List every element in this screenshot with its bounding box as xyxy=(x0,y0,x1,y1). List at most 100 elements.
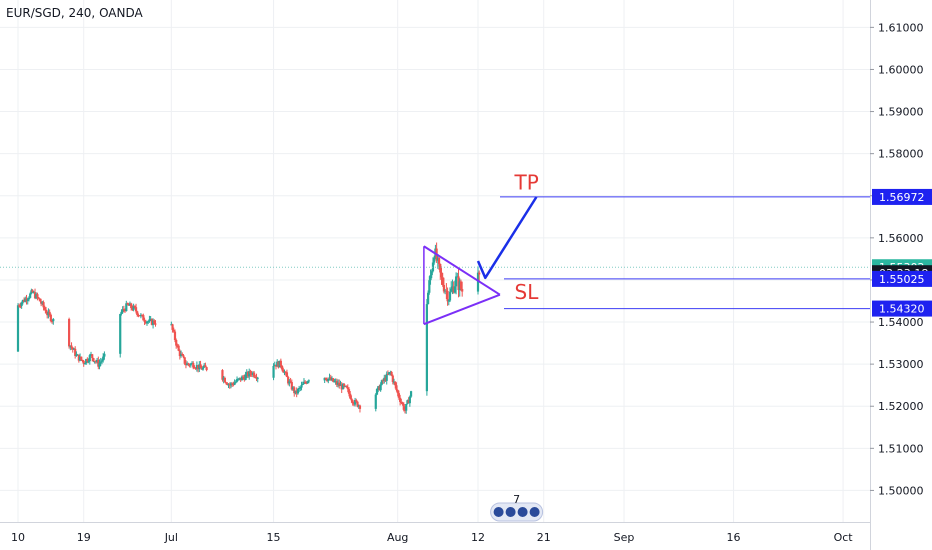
candle-body xyxy=(273,364,276,366)
candle-body xyxy=(40,301,43,304)
candle-body xyxy=(182,355,185,358)
candle-body xyxy=(248,371,251,377)
triangle-lower-trendline xyxy=(423,293,501,326)
candle-body xyxy=(388,372,391,375)
candle-body xyxy=(68,319,71,347)
candle-body xyxy=(407,400,410,404)
candle-body xyxy=(92,358,95,362)
candle-body xyxy=(428,280,431,293)
candle-body xyxy=(383,377,386,381)
candle-body xyxy=(285,372,289,378)
price-tick-label: 1.59000 xyxy=(878,106,924,119)
candle-body xyxy=(288,381,291,384)
candle-body xyxy=(396,390,399,394)
candle-body xyxy=(302,381,306,384)
candle-body xyxy=(346,387,349,390)
candle-body xyxy=(204,365,207,368)
candle-body xyxy=(226,383,229,385)
candle-body xyxy=(189,363,192,366)
candle-body xyxy=(199,364,202,368)
candle-body xyxy=(377,386,380,389)
candle-body xyxy=(386,373,390,375)
candle-body xyxy=(37,297,40,299)
candle-body xyxy=(355,400,358,402)
candle-body xyxy=(44,309,48,314)
candle-body xyxy=(401,402,404,405)
candle-body xyxy=(231,383,234,385)
candle-body xyxy=(128,303,132,306)
candle-body xyxy=(445,290,448,292)
candle-body xyxy=(441,277,444,285)
candle-body xyxy=(409,391,413,397)
candle-body xyxy=(71,347,74,350)
events-badge[interactable]: 7 xyxy=(490,493,544,522)
candle-body xyxy=(384,377,387,381)
candle-body xyxy=(25,298,28,301)
candle-body xyxy=(451,286,454,290)
candle-body xyxy=(245,372,248,375)
candle-body xyxy=(154,323,157,325)
candle-body xyxy=(277,361,280,368)
candle-body xyxy=(27,297,31,300)
candle-body xyxy=(442,284,446,292)
candle-body xyxy=(403,409,407,411)
candle-body xyxy=(48,311,51,315)
candle-body xyxy=(243,377,246,381)
candle-body xyxy=(30,290,33,294)
candle-body xyxy=(358,405,362,409)
candle-body xyxy=(249,371,252,374)
candle-body xyxy=(340,384,343,390)
candle-body xyxy=(356,401,359,407)
candle-body xyxy=(402,404,405,410)
price-tick-label: 1.51000 xyxy=(878,442,924,455)
candle-body xyxy=(301,383,304,385)
candle-body xyxy=(187,363,190,365)
candle-body xyxy=(478,272,481,275)
candle-body xyxy=(144,321,147,324)
candle-body xyxy=(278,360,281,368)
candle-body xyxy=(200,367,203,370)
candle-body xyxy=(256,377,259,379)
candle-body xyxy=(433,257,436,263)
candle-body xyxy=(141,314,144,316)
candle-body xyxy=(397,393,400,398)
candle-body xyxy=(178,350,181,357)
candle-body xyxy=(250,373,253,375)
candle-body xyxy=(49,314,52,322)
events-count: 7 xyxy=(513,493,520,506)
candle-body xyxy=(70,345,73,348)
candle-body xyxy=(452,286,455,293)
entry-badge-label: 1.55025 xyxy=(879,273,925,286)
candle-body xyxy=(352,403,355,405)
candle-body xyxy=(399,397,402,402)
candle-body xyxy=(444,290,447,292)
candle-body xyxy=(456,276,459,278)
candle-body xyxy=(175,339,178,346)
candle-body xyxy=(78,356,82,361)
candle-body xyxy=(350,398,353,401)
candle-body xyxy=(324,377,327,380)
candle-body xyxy=(378,386,381,391)
candle-body xyxy=(32,292,35,294)
sl-label: SL xyxy=(515,280,540,304)
candle-body xyxy=(24,298,27,302)
candle-body xyxy=(86,359,89,362)
candle-body xyxy=(380,380,383,385)
candle-body xyxy=(282,369,285,373)
candle-body xyxy=(121,309,124,312)
candle-body xyxy=(334,381,337,383)
candle-body xyxy=(172,329,175,332)
candle-body xyxy=(50,321,54,323)
events-badge[interactable] xyxy=(490,502,544,522)
time-axis[interactable]: 10 19 Jul 15 Aug 12 21 Sep 16 Oct xyxy=(0,522,870,545)
candle-body xyxy=(429,275,432,281)
price-tick-label: 1.53000 xyxy=(878,358,924,371)
candle-body xyxy=(240,376,244,381)
take-profit-badge-label: 1.56972 xyxy=(879,191,925,204)
candle-body xyxy=(343,384,346,387)
candle-body xyxy=(440,272,443,278)
candle-body xyxy=(77,354,80,361)
candle-body xyxy=(203,365,206,368)
